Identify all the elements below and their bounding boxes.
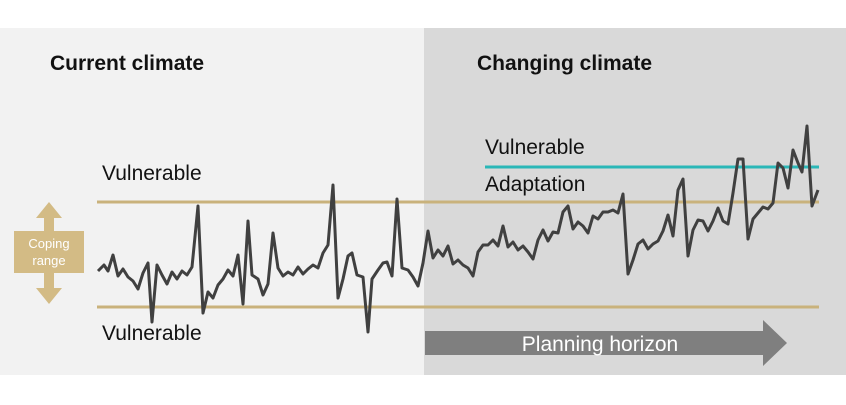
changing-climate-title: Changing climate <box>477 52 652 75</box>
coping-arrow-box <box>14 231 84 273</box>
coping-arrow-down-head <box>36 288 62 304</box>
planning-horizon-arrow-shape <box>425 320 787 366</box>
planning-horizon-arrow: Planning horizon <box>425 320 787 366</box>
climate-variability-series <box>96 124 820 334</box>
coping-arrow-shaft-top <box>44 217 54 232</box>
vulnerable-upper-label: Vulnerable <box>102 162 202 185</box>
vulnerable-lower-label: Vulnerable <box>102 322 202 345</box>
coping-range-label-line2: range <box>32 253 65 268</box>
vulnerable-adapted-label: Vulnerable <box>485 136 585 159</box>
planning-horizon-label: Planning horizon <box>522 333 678 356</box>
adaptation-label: Adaptation <box>485 173 585 196</box>
coping-arrow-shaft-bottom <box>44 272 54 288</box>
coping-arrow-up-head <box>36 202 62 218</box>
coping-range-arrow: Coping range <box>14 202 84 304</box>
coping-range-label-line1: Coping <box>28 236 69 251</box>
current-climate-title: Current climate <box>50 52 204 75</box>
